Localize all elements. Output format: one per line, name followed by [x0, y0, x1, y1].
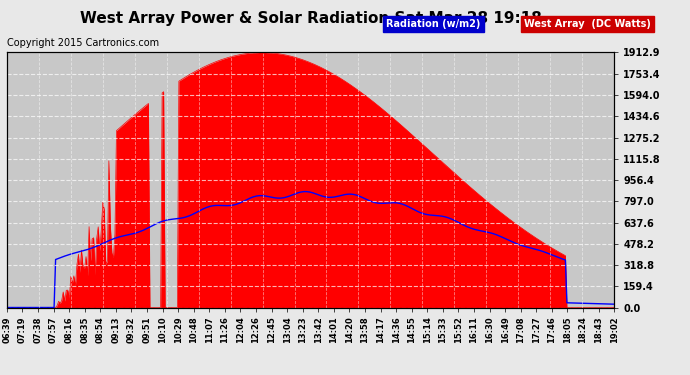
- Text: West Array  (DC Watts): West Array (DC Watts): [524, 20, 651, 29]
- Text: Copyright 2015 Cartronics.com: Copyright 2015 Cartronics.com: [7, 38, 159, 48]
- Text: West Array Power & Solar Radiation Sat Mar 28 19:18: West Array Power & Solar Radiation Sat M…: [79, 11, 542, 26]
- Text: Radiation (w/m2): Radiation (w/m2): [386, 20, 481, 29]
